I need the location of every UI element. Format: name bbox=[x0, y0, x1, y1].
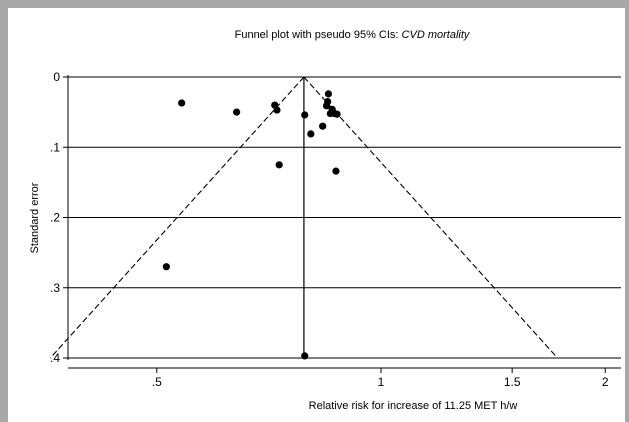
x-tick-label-0: .5 bbox=[152, 375, 162, 389]
y-axis-ticks: 0 .1 .2 .3 .4 bbox=[50, 70, 68, 365]
chart-title: Funnel plot with pseudo 95% CIs: CVD mor… bbox=[235, 29, 471, 41]
x-tick-label-2: 1.5 bbox=[504, 375, 521, 389]
y-axis-label: Standard error bbox=[29, 182, 41, 253]
data-point-4 bbox=[275, 161, 283, 169]
data-point-1 bbox=[233, 108, 241, 116]
x-tick-label-3: 2 bbox=[602, 375, 609, 389]
x-tick-label-1: 1 bbox=[378, 375, 385, 389]
chart-title-emphasis: CVD mortality bbox=[402, 29, 471, 41]
data-point-14 bbox=[333, 110, 341, 118]
y-tick-label-1: .1 bbox=[50, 140, 60, 154]
y-tick-label-2: .2 bbox=[50, 211, 60, 225]
confidence-interval-lines bbox=[49, 76, 558, 359]
data-point-6 bbox=[307, 130, 315, 138]
data-point-15 bbox=[332, 167, 340, 175]
axes bbox=[67, 75, 621, 369]
data-point-0 bbox=[178, 99, 186, 107]
data-points bbox=[162, 90, 341, 360]
y-tick-label-3: .3 bbox=[50, 281, 60, 295]
frame-border-right bbox=[625, 0, 629, 422]
ci-upper-line bbox=[303, 76, 558, 359]
y-tick-label-0: 0 bbox=[53, 70, 60, 84]
x-axis-label: Relative risk for increase of 11.25 MET … bbox=[309, 400, 518, 412]
chart-title-main: Funnel plot with pseudo 95% CIs: bbox=[235, 29, 402, 41]
data-point-17 bbox=[301, 352, 309, 360]
grid-lines bbox=[68, 76, 621, 359]
frame-border-left bbox=[0, 0, 8, 422]
frame-border-top bbox=[0, 0, 629, 8]
data-point-10 bbox=[324, 90, 333, 98]
y-tick-label-4: .4 bbox=[50, 351, 60, 365]
data-point-7 bbox=[319, 122, 327, 130]
ci-lower-line bbox=[49, 76, 305, 359]
data-point-9 bbox=[324, 97, 332, 106]
x-axis-ticks: .5 1 1.5 2 bbox=[152, 368, 609, 389]
data-point-3 bbox=[273, 106, 281, 114]
data-point-16 bbox=[162, 263, 170, 271]
data-point-5 bbox=[301, 111, 309, 119]
